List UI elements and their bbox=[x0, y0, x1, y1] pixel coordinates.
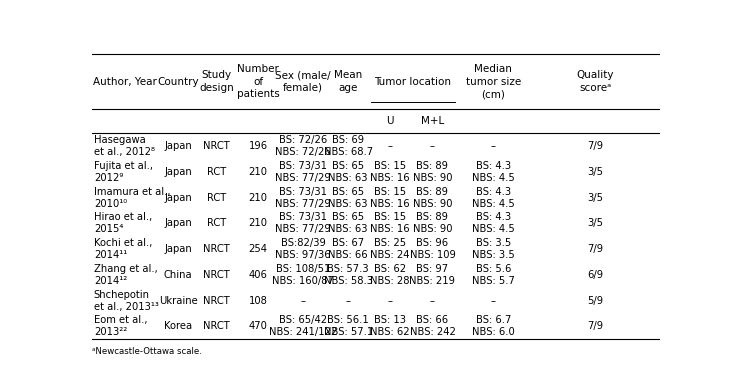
Text: Japan: Japan bbox=[164, 244, 192, 254]
Text: –: – bbox=[388, 296, 392, 306]
Text: BS: 73/31
NBS: 77/29: BS: 73/31 NBS: 77/29 bbox=[275, 187, 331, 209]
Text: Japan: Japan bbox=[164, 192, 192, 203]
Text: 210: 210 bbox=[248, 218, 267, 229]
Text: BS: 97
NBS: 219: BS: 97 NBS: 219 bbox=[409, 264, 455, 286]
Text: BS: 65/42
NBS: 241/122: BS: 65/42 NBS: 241/122 bbox=[269, 315, 337, 338]
Text: 7/9: 7/9 bbox=[587, 322, 603, 331]
Text: BS: 25
NBS: 24: BS: 25 NBS: 24 bbox=[370, 238, 410, 260]
Text: BS: 89
NBS: 90: BS: 89 NBS: 90 bbox=[413, 161, 452, 183]
Text: Ukraine: Ukraine bbox=[159, 296, 198, 306]
Text: Korea: Korea bbox=[164, 322, 192, 331]
Text: –: – bbox=[491, 296, 496, 306]
Text: Country: Country bbox=[157, 77, 199, 87]
Text: BS:82/39
NBS: 97/36: BS:82/39 NBS: 97/36 bbox=[275, 238, 331, 260]
Text: BS: 56.1
NBS: 57.1: BS: 56.1 NBS: 57.1 bbox=[324, 315, 373, 338]
Text: BS: 67
NBS: 66: BS: 67 NBS: 66 bbox=[329, 238, 368, 260]
Text: Study
design: Study design bbox=[199, 71, 234, 93]
Text: 210: 210 bbox=[248, 167, 267, 177]
Text: –: – bbox=[346, 296, 351, 306]
Text: China: China bbox=[164, 270, 193, 280]
Text: Author, Year: Author, Year bbox=[93, 77, 157, 87]
Text: 210: 210 bbox=[248, 192, 267, 203]
Text: BS: 73/31
NBS: 77/29: BS: 73/31 NBS: 77/29 bbox=[275, 161, 331, 183]
Text: RCT: RCT bbox=[207, 167, 226, 177]
Text: BS: 15
NBS: 16: BS: 15 NBS: 16 bbox=[370, 187, 410, 209]
Text: BS: 4.3
NBS: 4.5: BS: 4.3 NBS: 4.5 bbox=[472, 161, 515, 183]
Text: 3/5: 3/5 bbox=[587, 218, 603, 229]
Text: RCT: RCT bbox=[207, 192, 226, 203]
Text: Sex (male/
female): Sex (male/ female) bbox=[275, 71, 331, 93]
Text: BS: 65
NBS: 63: BS: 65 NBS: 63 bbox=[329, 187, 368, 209]
Text: U: U bbox=[386, 116, 394, 126]
Text: 254: 254 bbox=[248, 244, 267, 254]
Text: Quality
scoreᵃ: Quality scoreᵃ bbox=[577, 71, 614, 93]
Text: 3/5: 3/5 bbox=[587, 167, 603, 177]
Text: 196: 196 bbox=[248, 141, 268, 151]
Text: BS: 13
NBS: 62: BS: 13 NBS: 62 bbox=[370, 315, 410, 338]
Text: Zhang et al.,
2014¹²: Zhang et al., 2014¹² bbox=[94, 264, 157, 286]
Text: BS: 15
NBS: 16: BS: 15 NBS: 16 bbox=[370, 161, 410, 183]
Text: Mean
age: Mean age bbox=[334, 71, 362, 93]
Text: BS: 6.7
NBS: 6.0: BS: 6.7 NBS: 6.0 bbox=[472, 315, 515, 338]
Text: BS: 89
NBS: 90: BS: 89 NBS: 90 bbox=[413, 212, 452, 234]
Text: BS: 69
NBS: 68.7: BS: 69 NBS: 68.7 bbox=[324, 135, 373, 157]
Text: 3/5: 3/5 bbox=[587, 192, 603, 203]
Text: NRCT: NRCT bbox=[203, 296, 230, 306]
Text: –: – bbox=[430, 296, 435, 306]
Text: –: – bbox=[388, 141, 392, 151]
Text: Shchepotin
et al., 2013¹³: Shchepotin et al., 2013¹³ bbox=[94, 290, 159, 312]
Text: 108: 108 bbox=[249, 296, 267, 306]
Text: –: – bbox=[491, 141, 496, 151]
Text: –: – bbox=[430, 141, 435, 151]
Text: Tumor location: Tumor location bbox=[374, 77, 452, 87]
Text: BS: 15
NBS: 16: BS: 15 NBS: 16 bbox=[370, 212, 410, 234]
Text: Hasegawa
et al., 2012⁸: Hasegawa et al., 2012⁸ bbox=[94, 135, 154, 157]
Text: Fujita et al.,
2012⁹: Fujita et al., 2012⁹ bbox=[94, 161, 153, 183]
Text: BS: 65
NBS: 63: BS: 65 NBS: 63 bbox=[329, 161, 368, 183]
Text: 6/9: 6/9 bbox=[587, 270, 603, 280]
Text: BS: 89
NBS: 90: BS: 89 NBS: 90 bbox=[413, 187, 452, 209]
Text: Kochi et al.,
2014¹¹: Kochi et al., 2014¹¹ bbox=[94, 238, 152, 260]
Text: BS: 65
NBS: 63: BS: 65 NBS: 63 bbox=[329, 212, 368, 234]
Text: Imamura et al.,
2010¹⁰: Imamura et al., 2010¹⁰ bbox=[94, 187, 171, 209]
Text: Japan: Japan bbox=[164, 218, 192, 229]
Text: M+L: M+L bbox=[421, 116, 444, 126]
Text: BS: 66
NBS: 242: BS: 66 NBS: 242 bbox=[409, 315, 455, 338]
Text: BS: 57.3
NBS: 58.3: BS: 57.3 NBS: 58.3 bbox=[324, 264, 373, 286]
Text: BS: 5.6
NBS: 5.7: BS: 5.6 NBS: 5.7 bbox=[472, 264, 515, 286]
Text: Number
of
patients: Number of patients bbox=[236, 64, 280, 99]
Text: NRCT: NRCT bbox=[203, 141, 230, 151]
Text: BS: 3.5
NBS: 3.5: BS: 3.5 NBS: 3.5 bbox=[472, 238, 515, 260]
Text: Median
tumor size
(cm): Median tumor size (cm) bbox=[466, 64, 521, 99]
Text: NRCT: NRCT bbox=[203, 244, 230, 254]
Text: –: – bbox=[301, 296, 305, 306]
Text: BS: 96
NBS: 109: BS: 96 NBS: 109 bbox=[409, 238, 455, 260]
Text: 7/9: 7/9 bbox=[587, 141, 603, 151]
Text: BS: 4.3
NBS: 4.5: BS: 4.3 NBS: 4.5 bbox=[472, 212, 515, 234]
Text: 470: 470 bbox=[249, 322, 267, 331]
Text: NRCT: NRCT bbox=[203, 322, 230, 331]
Text: 7/9: 7/9 bbox=[587, 244, 603, 254]
Text: BS: 72/26
NBS: 72/26: BS: 72/26 NBS: 72/26 bbox=[275, 135, 331, 157]
Text: Japan: Japan bbox=[164, 167, 192, 177]
Text: 406: 406 bbox=[249, 270, 267, 280]
Text: Japan: Japan bbox=[164, 141, 192, 151]
Text: ᵃNewcastle-Ottawa scale.: ᵃNewcastle-Ottawa scale. bbox=[92, 347, 201, 356]
Text: BS: 62
NBS: 28: BS: 62 NBS: 28 bbox=[370, 264, 410, 286]
Text: BS: 108/51
NBS: 160/87: BS: 108/51 NBS: 160/87 bbox=[272, 264, 334, 286]
Text: BS: 73/31
NBS: 77/29: BS: 73/31 NBS: 77/29 bbox=[275, 212, 331, 234]
Text: Hirao et al.,
2015⁴: Hirao et al., 2015⁴ bbox=[94, 212, 152, 234]
Text: BS: 4.3
NBS: 4.5: BS: 4.3 NBS: 4.5 bbox=[472, 187, 515, 209]
Text: RCT: RCT bbox=[207, 218, 226, 229]
Text: 5/9: 5/9 bbox=[587, 296, 603, 306]
Text: Eom et al.,
2013²²: Eom et al., 2013²² bbox=[94, 315, 147, 338]
Text: NRCT: NRCT bbox=[203, 270, 230, 280]
